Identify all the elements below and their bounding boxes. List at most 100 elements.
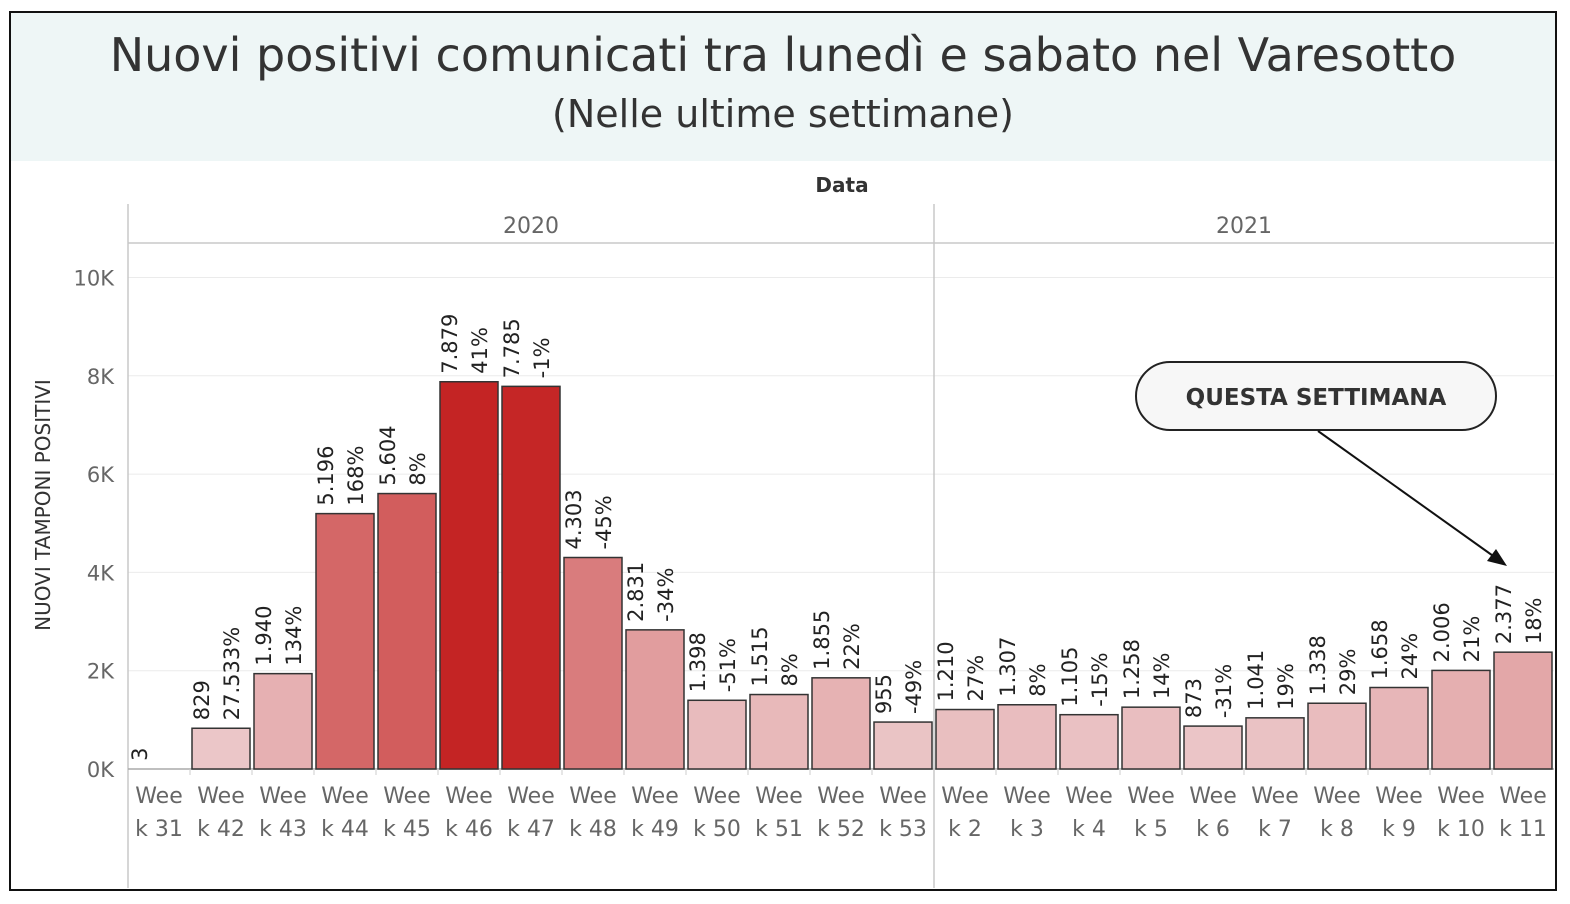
bar	[191, 727, 251, 770]
bar	[873, 721, 933, 770]
value-label: 1.515	[748, 626, 772, 686]
pct-label: -1%	[530, 337, 554, 378]
value-label: 7.879	[438, 314, 462, 374]
bar	[1307, 702, 1367, 770]
pct-label: -45%	[592, 495, 616, 549]
x-tick-label: k 45	[383, 817, 431, 842]
x-tick-label: k 8	[1320, 817, 1354, 842]
y-tick-label: 8K	[87, 365, 115, 389]
value-label: 1.210	[934, 641, 958, 701]
x-tick-label: k 42	[197, 817, 245, 842]
value-label: 829	[190, 680, 214, 720]
x-tick-label: k 53	[879, 817, 927, 842]
x-tick-label: Wee	[1003, 784, 1051, 809]
pct-label: 18%	[1522, 597, 1546, 644]
bar	[687, 699, 747, 770]
pct-label: 24%	[1398, 633, 1422, 680]
pct-label: 27%	[964, 655, 988, 702]
value-label: 7.785	[500, 318, 524, 378]
x-tick-label: k 31	[135, 817, 183, 842]
value-label: 955	[872, 674, 896, 714]
pct-label: 27.533%	[220, 627, 244, 720]
pct-label: 14%	[1150, 652, 1174, 699]
value-label: 2.831	[624, 562, 648, 622]
pct-label: -51%	[716, 638, 740, 692]
bar	[315, 512, 375, 770]
x-tick-label: Wee	[755, 784, 803, 809]
x-tick-label: k 43	[259, 817, 307, 842]
value-label: 2.006	[1430, 602, 1454, 662]
pct-label: -34%	[654, 568, 678, 622]
value-label: 5.196	[314, 445, 338, 505]
y-tick-label: 6K	[87, 463, 115, 487]
x-tick-label: k 5	[1134, 817, 1168, 842]
chart-title: Nuovi positivi comunicati tra lunedì e s…	[109, 28, 1457, 82]
value-label: 1.940	[252, 606, 276, 666]
bar	[935, 708, 995, 770]
pct-label: -15%	[1088, 652, 1112, 706]
value-label: 1.258	[1120, 639, 1144, 699]
x-tick-label: Wee	[321, 784, 369, 809]
bar	[625, 629, 685, 770]
bar	[1369, 686, 1429, 770]
annotation-text: QUESTA SETTIMANA	[1186, 385, 1447, 411]
value-label: 5.604	[376, 425, 400, 485]
y-tick-label: 10K	[74, 267, 116, 291]
group-label: 2021	[1216, 214, 1272, 239]
x-tick-label: Wee	[197, 784, 245, 809]
x-tick-label: k 52	[817, 817, 865, 842]
pct-label: 29%	[1336, 649, 1360, 696]
value-label: 873	[1182, 678, 1206, 718]
value-label: 1.041	[1244, 650, 1268, 710]
bar	[749, 693, 809, 770]
pct-label: -49%	[902, 660, 926, 714]
bar	[1493, 651, 1553, 770]
bar	[501, 385, 561, 770]
x-tick-label: k 51	[755, 817, 803, 842]
pct-label: 168%	[344, 446, 368, 506]
value-label: 1.105	[1058, 647, 1082, 707]
annotation-box	[1135, 361, 1497, 431]
x-tick-label: Wee	[259, 784, 307, 809]
x-tick-label: Wee	[879, 784, 927, 809]
x-tick-label: Wee	[631, 784, 679, 809]
group-label: 2020	[503, 214, 559, 239]
x-tick-label: Wee	[383, 784, 431, 809]
bar	[439, 380, 499, 770]
bar	[1431, 669, 1491, 770]
x-tick-label: Wee	[569, 784, 617, 809]
annotation-arrow-line	[1317, 430, 1497, 559]
x-tick-label: Wee	[1313, 784, 1361, 809]
x-tick-label: Wee	[507, 784, 555, 809]
x-tick-label: k 11	[1499, 817, 1547, 842]
x-tick-label: k 3	[1010, 817, 1044, 842]
x-tick-label: Wee	[1065, 784, 1113, 809]
x-tick-label: Wee	[1499, 784, 1547, 809]
value-label: 1.338	[1306, 635, 1330, 695]
x-tick-label: k 47	[507, 817, 555, 842]
value-label: 3	[128, 747, 152, 760]
pct-label: 21%	[1460, 616, 1484, 663]
x-tick-label: k 9	[1382, 817, 1416, 842]
x-tick-label: Wee	[1375, 784, 1423, 809]
x-tick-label: k 48	[569, 817, 617, 842]
labels: 2020 3 Wee k 31 829 27.533% Wee k 42 1.940 134% We…	[128, 214, 1547, 842]
value-label: 1.658	[1368, 619, 1392, 679]
x-tick-label: k 49	[631, 817, 679, 842]
bar	[1059, 713, 1119, 770]
bar	[1245, 717, 1305, 770]
y-tick-label: 2K	[87, 660, 115, 684]
y-tick-label: 0K	[87, 758, 115, 782]
pct-label: 8%	[1026, 663, 1050, 696]
x-tick-label: Wee	[135, 784, 183, 809]
x-tick-label: Wee	[1127, 784, 1175, 809]
x-tick-label: Wee	[1251, 784, 1299, 809]
column-header: Data	[815, 173, 868, 197]
bar	[1121, 706, 1181, 770]
bar	[811, 677, 871, 770]
x-tick-label: Wee	[693, 784, 741, 809]
x-tick-label: k 46	[445, 817, 493, 842]
chart-subtitle: (Nelle ultime settimane)	[552, 92, 1014, 136]
x-tick-label: k 7	[1258, 817, 1292, 842]
x-tick-label: Wee	[445, 784, 493, 809]
